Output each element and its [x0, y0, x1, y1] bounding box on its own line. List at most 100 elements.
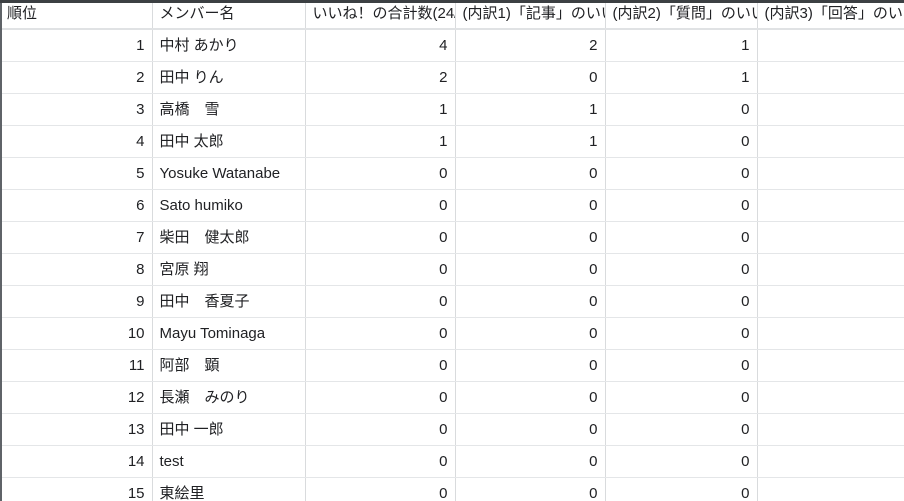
- cell-total[interactable]: 1: [305, 93, 456, 126]
- cell-name[interactable]: 柴田 健太郎: [152, 221, 306, 254]
- cell-name[interactable]: Sato humiko: [152, 189, 306, 222]
- cell-name[interactable]: 田中 香夏子: [152, 285, 306, 318]
- cell-b2[interactable]: 0: [605, 157, 758, 190]
- cell-name[interactable]: Mayu Tominaga: [152, 317, 306, 350]
- cell-b1[interactable]: 0: [455, 253, 606, 286]
- cell-b3[interactable]: 0: [757, 157, 904, 190]
- cell-total[interactable]: 0: [305, 317, 456, 350]
- cell-b2[interactable]: 0: [605, 285, 758, 318]
- cell-total[interactable]: 0: [305, 349, 456, 382]
- table-row: 1中村 あかり4211: [0, 29, 904, 62]
- cell-b3[interactable]: 0: [757, 445, 904, 478]
- column-header-breakdown-2[interactable]: (内訳2)「質問」のいいね: [605, 0, 758, 30]
- cell-rank[interactable]: 14: [0, 445, 153, 478]
- cell-b3[interactable]: 1: [757, 61, 904, 94]
- cell-rank[interactable]: 9: [0, 285, 153, 318]
- cell-total[interactable]: 0: [305, 189, 456, 222]
- cell-b3[interactable]: 0: [757, 349, 904, 382]
- cell-b2[interactable]: 0: [605, 125, 758, 158]
- cell-rank[interactable]: 6: [0, 189, 153, 222]
- cell-rank[interactable]: 4: [0, 125, 153, 158]
- cell-b3[interactable]: 0: [757, 285, 904, 318]
- cell-rank[interactable]: 7: [0, 221, 153, 254]
- cell-rank[interactable]: 12: [0, 381, 153, 414]
- cell-rank[interactable]: 11: [0, 349, 153, 382]
- cell-b1[interactable]: 0: [455, 61, 606, 94]
- cell-b3[interactable]: 0: [757, 93, 904, 126]
- cell-total[interactable]: 0: [305, 253, 456, 286]
- cell-total[interactable]: 0: [305, 477, 456, 501]
- cell-b2[interactable]: 0: [605, 413, 758, 446]
- cell-b2[interactable]: 0: [605, 189, 758, 222]
- cell-name[interactable]: 東絵里: [152, 477, 306, 501]
- cell-rank[interactable]: 2: [0, 61, 153, 94]
- cell-b1[interactable]: 2: [455, 29, 606, 62]
- cell-b3[interactable]: 0: [757, 253, 904, 286]
- cell-b3[interactable]: 0: [757, 189, 904, 222]
- cell-b1[interactable]: 0: [455, 349, 606, 382]
- column-header-total[interactable]: いいね！の合計数(24/0: [305, 0, 456, 30]
- cell-name[interactable]: 長瀬 みのり: [152, 381, 306, 414]
- cell-b1[interactable]: 1: [455, 125, 606, 158]
- cell-b3[interactable]: 0: [757, 381, 904, 414]
- cell-b3[interactable]: 0: [757, 221, 904, 254]
- cell-name[interactable]: 宮原 翔: [152, 253, 306, 286]
- cell-total[interactable]: 0: [305, 157, 456, 190]
- column-header-rank[interactable]: 順位: [0, 0, 153, 30]
- cell-name[interactable]: 田中 りん: [152, 61, 306, 94]
- column-header-name[interactable]: メンバー名: [152, 0, 306, 30]
- cell-total[interactable]: 2: [305, 61, 456, 94]
- cell-b2[interactable]: 0: [605, 381, 758, 414]
- cell-total[interactable]: 4: [305, 29, 456, 62]
- cell-b3[interactable]: 1: [757, 29, 904, 62]
- cell-name[interactable]: 田中 太郎: [152, 125, 306, 158]
- cell-b3[interactable]: 0: [757, 125, 904, 158]
- cell-total[interactable]: 0: [305, 221, 456, 254]
- cell-rank[interactable]: 8: [0, 253, 153, 286]
- cell-rank[interactable]: 5: [0, 157, 153, 190]
- cell-b1[interactable]: 0: [455, 381, 606, 414]
- cell-rank[interactable]: 1: [0, 29, 153, 62]
- column-header-breakdown-1[interactable]: (内訳1)「記事」のいいね: [455, 0, 606, 30]
- cell-b3[interactable]: 0: [757, 413, 904, 446]
- cell-rank[interactable]: 3: [0, 93, 153, 126]
- cell-name[interactable]: 中村 あかり: [152, 29, 306, 62]
- cell-total[interactable]: 0: [305, 413, 456, 446]
- cell-total[interactable]: 0: [305, 445, 456, 478]
- cell-b1[interactable]: 0: [455, 445, 606, 478]
- cell-b1[interactable]: 0: [455, 285, 606, 318]
- cell-b2[interactable]: 0: [605, 253, 758, 286]
- cell-b1[interactable]: 0: [455, 221, 606, 254]
- cell-b1[interactable]: 1: [455, 93, 606, 126]
- cell-b1[interactable]: 0: [455, 317, 606, 350]
- cell-name[interactable]: test: [152, 445, 306, 478]
- cell-b3[interactable]: 0: [757, 477, 904, 501]
- cell-b2[interactable]: 0: [605, 317, 758, 350]
- cell-b1[interactable]: 0: [455, 477, 606, 501]
- cell-total[interactable]: 1: [305, 125, 456, 158]
- column-header-breakdown-3[interactable]: (内訳3)「回答」のいいね: [757, 0, 904, 30]
- cell-name[interactable]: 田中 一郎: [152, 413, 306, 446]
- cell-b2[interactable]: 0: [605, 93, 758, 126]
- cell-b1[interactable]: 0: [455, 189, 606, 222]
- cell-b2[interactable]: 0: [605, 477, 758, 501]
- cell-b2[interactable]: 0: [605, 445, 758, 478]
- cell-b2[interactable]: 0: [605, 221, 758, 254]
- cell-total[interactable]: 0: [305, 285, 456, 318]
- cell-name[interactable]: 高橋 雪: [152, 93, 306, 126]
- cell-b2[interactable]: 1: [605, 61, 758, 94]
- cell-rank[interactable]: 13: [0, 413, 153, 446]
- cell-name[interactable]: Yosuke Watanabe: [152, 157, 306, 190]
- cell-b1[interactable]: 0: [455, 413, 606, 446]
- cell-b2[interactable]: 0: [605, 349, 758, 382]
- cell-rank[interactable]: 15: [0, 477, 153, 501]
- cell-name[interactable]: 阿部 顕: [152, 349, 306, 382]
- cell-b2[interactable]: 1: [605, 29, 758, 62]
- cell-rank[interactable]: 10: [0, 317, 153, 350]
- cell-total[interactable]: 0: [305, 381, 456, 414]
- cell-b3[interactable]: 0: [757, 317, 904, 350]
- cell-b1[interactable]: 0: [455, 157, 606, 190]
